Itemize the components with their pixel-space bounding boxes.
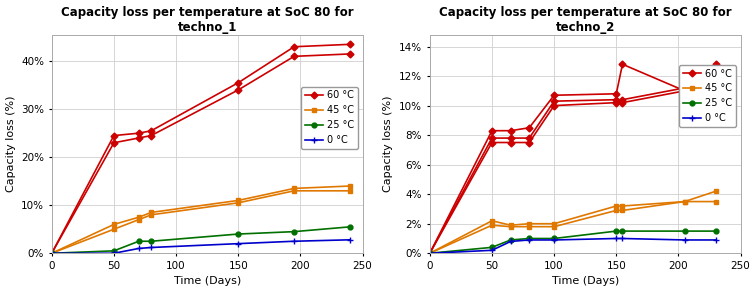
25 °C: [612, 229, 621, 233]
0 °C: [680, 238, 689, 242]
25 °C: [147, 239, 156, 243]
Y-axis label: Capacity loss (%): Capacity loss (%): [5, 96, 16, 192]
0 °C: [135, 247, 144, 250]
60 °C: [612, 92, 621, 95]
25 °C: [680, 229, 689, 233]
60 °C: [488, 129, 497, 133]
0 °C: [525, 238, 534, 242]
60 °C: [147, 129, 156, 133]
60 °C: [711, 62, 720, 66]
60 °C: [345, 43, 355, 46]
60 °C: [680, 89, 689, 93]
Y-axis label: Capacity loss (%): Capacity loss (%): [383, 96, 393, 192]
45 °C: [618, 204, 627, 208]
45 °C: [147, 211, 156, 214]
Line: 45 °C: 45 °C: [427, 189, 718, 256]
Line: 60 °C: 60 °C: [49, 42, 352, 256]
X-axis label: Time (Days): Time (Days): [174, 277, 240, 286]
45 °C: [345, 184, 355, 188]
25 °C: [290, 230, 299, 233]
0 °C: [147, 246, 156, 249]
25 °C: [550, 237, 559, 240]
0 °C: [506, 240, 515, 243]
45 °C: [550, 222, 559, 225]
Legend: 60 °C, 45 °C, 25 °C, 0 °C: 60 °C, 45 °C, 25 °C, 0 °C: [302, 87, 358, 149]
0 °C: [234, 242, 243, 245]
Title: Capacity loss per temperature at SoC 80 for
techno_2: Capacity loss per temperature at SoC 80 …: [439, 6, 732, 34]
25 °C: [110, 249, 119, 253]
0 °C: [47, 251, 56, 255]
0 °C: [426, 251, 435, 255]
25 °C: [711, 229, 720, 233]
45 °C: [47, 251, 56, 255]
60 °C: [618, 62, 627, 66]
0 °C: [618, 237, 627, 240]
0 °C: [550, 238, 559, 242]
45 °C: [426, 251, 435, 255]
0 °C: [110, 251, 119, 255]
25 °C: [488, 246, 497, 249]
0 °C: [290, 239, 299, 243]
Line: 25 °C: 25 °C: [427, 229, 718, 256]
0 °C: [345, 238, 355, 241]
45 °C: [290, 187, 299, 190]
45 °C: [506, 223, 515, 227]
Legend: 60 °C, 45 °C, 25 °C, 0 °C: 60 °C, 45 °C, 25 °C, 0 °C: [680, 65, 736, 127]
25 °C: [525, 237, 534, 240]
25 °C: [135, 239, 144, 243]
45 °C: [711, 190, 720, 193]
25 °C: [234, 232, 243, 236]
0 °C: [488, 248, 497, 252]
25 °C: [618, 229, 627, 233]
60 °C: [47, 251, 56, 255]
45 °C: [110, 223, 119, 226]
Line: 0 °C: 0 °C: [48, 237, 353, 256]
45 °C: [488, 219, 497, 223]
25 °C: [47, 251, 56, 255]
0 °C: [711, 238, 720, 242]
Line: 45 °C: 45 °C: [49, 184, 352, 256]
60 °C: [506, 129, 515, 133]
60 °C: [550, 93, 559, 97]
X-axis label: Time (Days): Time (Days): [552, 277, 619, 286]
45 °C: [135, 215, 144, 219]
60 °C: [110, 134, 119, 137]
Line: 60 °C: 60 °C: [427, 62, 718, 256]
60 °C: [426, 251, 435, 255]
Title: Capacity loss per temperature at SoC 80 for
techno_1: Capacity loss per temperature at SoC 80 …: [60, 6, 354, 34]
0 °C: [612, 237, 621, 240]
Line: 25 °C: 25 °C: [49, 225, 352, 256]
45 °C: [525, 222, 534, 225]
45 °C: [612, 204, 621, 208]
45 °C: [234, 199, 243, 202]
60 °C: [525, 126, 534, 129]
25 °C: [426, 251, 435, 255]
60 °C: [234, 81, 243, 84]
60 °C: [290, 45, 299, 48]
25 °C: [345, 225, 355, 229]
45 °C: [680, 200, 689, 203]
60 °C: [135, 131, 144, 135]
Line: 0 °C: 0 °C: [426, 235, 719, 256]
25 °C: [506, 238, 515, 242]
